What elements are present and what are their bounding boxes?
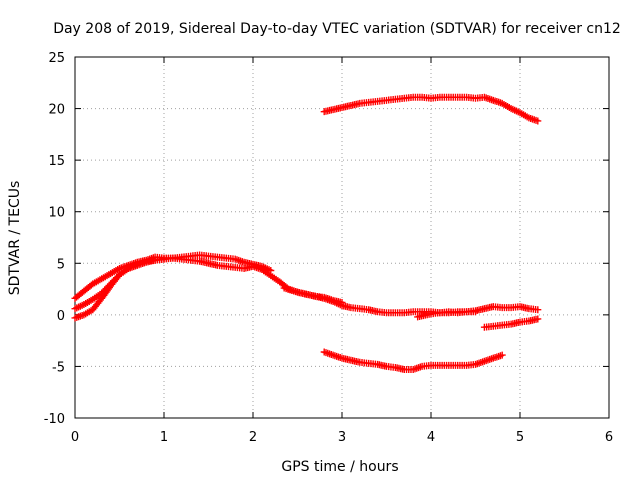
data-point-marker (338, 298, 346, 306)
data-series (280, 284, 346, 306)
y-tick-label: 15 (48, 154, 65, 169)
x-tick-label: 4 (427, 430, 435, 445)
series-markers (71, 93, 542, 374)
data-point-marker (267, 267, 275, 275)
y-tick-label: 25 (48, 51, 65, 66)
x-axis-label: GPS time / hours (281, 459, 398, 475)
y-tick-label: 10 (48, 206, 65, 221)
data-series (414, 308, 479, 321)
data-point-marker (534, 306, 542, 314)
axes (74, 56, 610, 419)
y-tick-label: 5 (57, 257, 65, 272)
chart-title: Day 208 of 2019, Sidereal Day-to-day VTE… (53, 21, 621, 37)
y-tick-label: -10 (44, 412, 65, 427)
tick-labels: 0 1 2 3 4 5 6 -10 -5 0 5 10 15 20 25 (44, 51, 613, 445)
data-series (480, 315, 542, 331)
y-tick-label: 0 (57, 309, 65, 324)
x-tick-label: 1 (160, 430, 168, 445)
x-tick-label: 5 (516, 430, 524, 445)
x-tick-label: 3 (338, 430, 346, 445)
data-point-marker (534, 315, 542, 323)
data-series (320, 348, 506, 374)
x-tick-label: 2 (249, 430, 257, 445)
y-tick-label: 20 (48, 103, 65, 118)
y-tick-label: -5 (52, 360, 65, 375)
data-point-marker (160, 255, 168, 263)
x-tick-label: 0 (71, 430, 79, 445)
data-series (71, 255, 168, 322)
grid (75, 57, 609, 418)
x-tick-label: 6 (605, 430, 613, 445)
y-axis-label: SDTVAR / TECUs (7, 181, 23, 296)
data-point-marker (472, 308, 479, 316)
data-point-marker (498, 351, 506, 359)
data-series (320, 93, 542, 125)
data-point-marker (534, 117, 542, 125)
